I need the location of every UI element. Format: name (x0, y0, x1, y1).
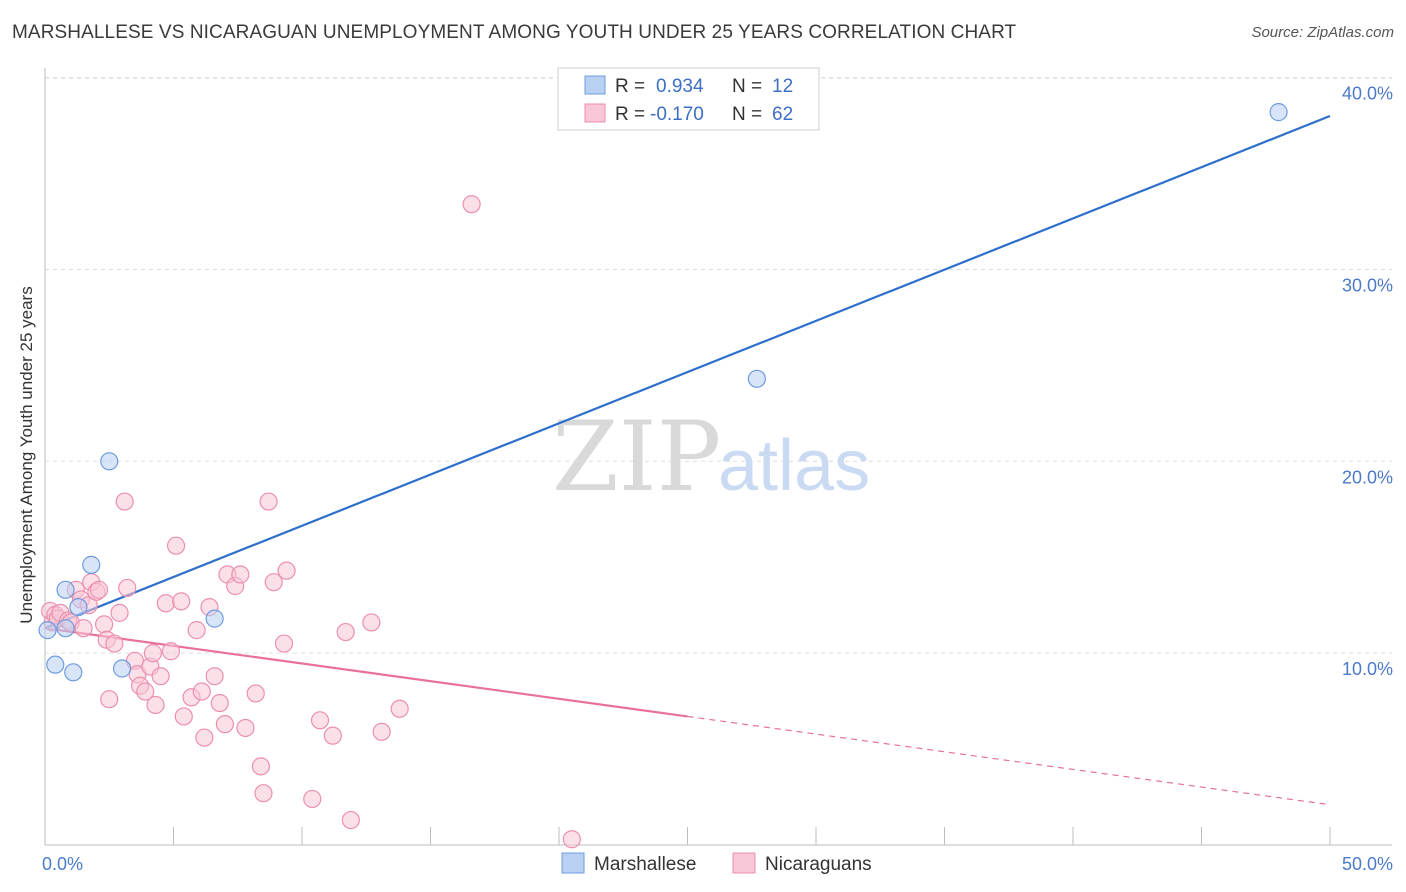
x-tick-label: 0.0% (42, 854, 83, 874)
y-tick-label: 40.0% (1342, 84, 1393, 104)
nicaraguan-point (151, 667, 170, 686)
y-tick-label: 30.0% (1342, 275, 1393, 295)
axis-layer: 10.0% 20.0% 30.0% 40.0% 0.0% 50.0% (42, 68, 1393, 874)
marshallese-point (56, 580, 75, 599)
marshallese-point (38, 621, 57, 640)
legend-r-label-1: R = (615, 76, 645, 97)
nicaraguan-point (303, 789, 322, 809)
nicaraguan-point (254, 784, 273, 803)
nicaraguan-point (115, 492, 134, 511)
nicaraguan-point (310, 711, 330, 730)
marshallese-trend-line (44, 114, 1331, 630)
bottom-legend-swatch-marshallese (561, 852, 585, 874)
nicaraguan-point (146, 695, 165, 715)
marshallese-point (112, 659, 132, 678)
nicaraguan-point (205, 667, 224, 686)
legend-swatch-marshallese (584, 75, 606, 95)
nicaraguan-point (215, 715, 234, 734)
stats-legend: R = 0.934 N = 12 R = -0.170 N = 62 (557, 67, 820, 131)
nicaraguan-point (136, 682, 155, 701)
nicaraguan-point (195, 728, 214, 747)
nicaraguan-point (362, 613, 381, 632)
legend-r-label-2: R = (615, 104, 645, 125)
nicaraguan-point (277, 561, 296, 580)
nicaraguan-point (143, 644, 163, 663)
nicaraguan-point (110, 603, 129, 622)
chart-source: Source: ZipAtlas.com (1251, 24, 1394, 41)
series-legend: Marshallese Nicaraguans (561, 852, 872, 875)
nicaraguan-point (172, 592, 191, 611)
nicaraguan-point (341, 810, 360, 830)
bottom-legend-label-nicaraguans: Nicaraguans (765, 854, 872, 875)
legend-n-label-1: N = (732, 76, 762, 97)
nicaraguan-point (100, 690, 119, 709)
marshallese-point (82, 555, 101, 574)
nicaraguan-point (89, 580, 109, 599)
nicaraguan-trend-line (44, 627, 688, 718)
nicaraguan-point (236, 718, 255, 738)
marshallese-point (69, 598, 88, 617)
nicaraguan-point (231, 565, 250, 584)
nicaraguan-point (264, 573, 283, 592)
grid-layer (45, 77, 1392, 654)
watermark-atlas: atlas (718, 426, 870, 506)
y-axis-title: Unemployment Among Youth under 25 years (17, 286, 36, 623)
nicaraguan-point (336, 622, 355, 642)
marshallese-point (1269, 103, 1288, 122)
legend-n-value-1: 12 (772, 76, 793, 97)
nicaraguan-point (187, 621, 206, 640)
legend-n-label-2: N = (732, 104, 762, 125)
bottom-legend-swatch-nicaraguans (732, 852, 756, 874)
marshallese-point (46, 655, 65, 674)
legend-r-value-2: -0.170 (650, 104, 704, 125)
trend-layer (44, 114, 1331, 806)
marshallese-point (100, 452, 119, 471)
legend-r-value-1: 0.934 (656, 76, 704, 97)
nicaraguan-point (259, 492, 278, 511)
legend-n-value-2: 62 (772, 104, 793, 125)
legend-swatch-nicaraguans (584, 103, 606, 123)
nicaraguan-point (156, 594, 175, 613)
nicaraguan-point (462, 195, 481, 214)
nicaraguan-point (74, 619, 93, 638)
nicaraguan-point (246, 684, 265, 703)
bottom-legend-label-marshallese: Marshallese (594, 854, 696, 875)
nicaraguan-trend-extension (687, 715, 1331, 806)
nicaraguan-point (562, 830, 581, 849)
nicaraguan-point (118, 578, 137, 598)
y-tick-label: 20.0% (1342, 467, 1393, 487)
x-tick-label: 50.0% (1342, 854, 1393, 874)
nicaraguan-point (251, 757, 270, 776)
marshallese-point (747, 369, 766, 388)
chart-title: MARSHALLESE VS NICARAGUAN UNEMPLOYMENT A… (12, 22, 1017, 43)
nicaraguan-point (210, 693, 229, 713)
nicaraguan-point (166, 536, 186, 555)
nicaraguan-point (174, 707, 193, 726)
nicaraguan-point (323, 726, 342, 745)
watermark-zip: ZIP (552, 401, 721, 513)
marshallese-point (64, 663, 83, 682)
y-tick-label: 10.0% (1342, 659, 1393, 679)
nicaraguan-point (105, 634, 124, 653)
points-layer (38, 103, 1288, 849)
nicaraguan-point (274, 634, 294, 653)
nicaraguan-point (95, 615, 114, 634)
nicaraguan-point (390, 699, 409, 718)
marshallese-point (205, 609, 224, 628)
marshallese-point (56, 619, 75, 638)
nicaraguan-point (192, 682, 211, 701)
nicaraguan-point (161, 642, 181, 661)
watermark: ZIP atlas (552, 401, 870, 513)
nicaraguan-point (372, 722, 391, 741)
